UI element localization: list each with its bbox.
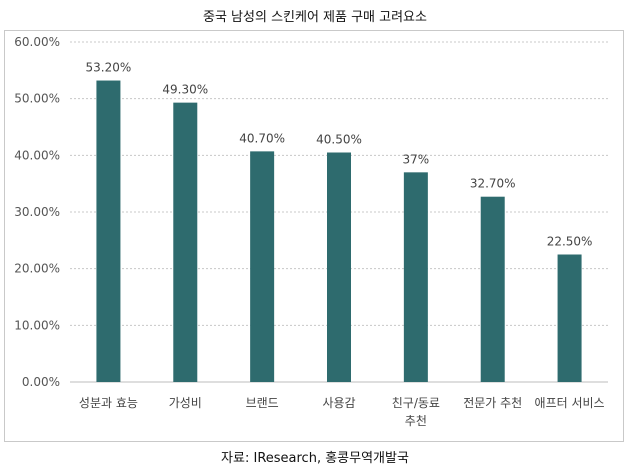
x-tick-label: 브랜드 — [246, 396, 279, 410]
data-label: 49.30% — [162, 83, 208, 97]
data-label: 22.50% — [547, 235, 593, 249]
x-tick-label: 애프터 서비스 — [535, 396, 605, 410]
y-tick-label: 60.00% — [14, 35, 60, 49]
bar — [403, 172, 428, 382]
data-label: 32.70% — [470, 177, 516, 191]
x-tick-label: 친구/동료 추천 — [392, 396, 440, 428]
x-tick-label: 가성비 — [169, 396, 202, 410]
chart-source: 자료: IResearch, 홍콩무역개발국 — [221, 451, 409, 466]
x-tick-label: 전문가 추천 — [463, 395, 522, 410]
y-tick-label: 0.00% — [22, 375, 60, 389]
data-label: 53.20% — [86, 61, 132, 75]
y-tick-label: 50.00% — [14, 92, 60, 106]
bar — [327, 152, 351, 382]
bar — [250, 151, 275, 382]
y-tick-label: 40.00% — [14, 148, 60, 162]
bar — [557, 254, 582, 382]
y-tick-label: 10.00% — [14, 318, 60, 332]
bar — [173, 102, 198, 382]
y-tick-label: 30.00% — [14, 205, 60, 219]
x-tick-label: 성분과 효능 — [79, 396, 138, 410]
chart-title: 중국 남성의 스킨케어 제품 구매 고려요소 — [203, 10, 427, 25]
data-label: 40.70% — [239, 131, 285, 145]
data-label: 37% — [403, 152, 430, 166]
bar — [480, 196, 505, 382]
bar — [96, 80, 121, 383]
data-label: 40.50% — [316, 133, 362, 147]
y-tick-label: 20.00% — [14, 262, 60, 276]
x-tick-label: 사용감 — [322, 396, 355, 410]
